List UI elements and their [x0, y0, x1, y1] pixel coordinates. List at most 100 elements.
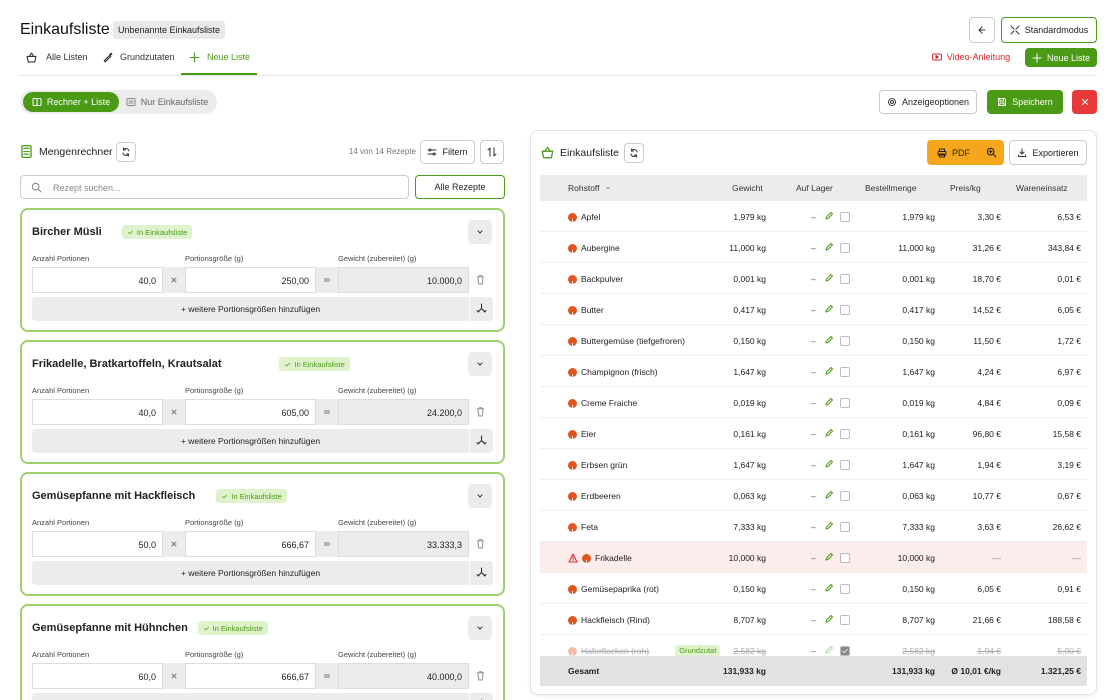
- stock-checkbox[interactable]: [840, 553, 850, 563]
- nav-tab[interactable]: Neue Liste: [207, 52, 251, 62]
- number-input[interactable]: 60,0: [32, 663, 163, 689]
- icon: [475, 491, 485, 501]
- stock-checkbox[interactable]: [840, 336, 850, 346]
- icon[interactable]: [824, 335, 834, 345]
- nav-tab[interactable]: Alle Listen: [46, 52, 88, 62]
- collapse-button[interactable]: [468, 616, 492, 640]
- number-input[interactable]: 50,0: [32, 531, 163, 557]
- icon-part: [825, 274, 833, 282]
- stock-checkbox[interactable]: [840, 460, 850, 470]
- icon[interactable]: [824, 428, 834, 438]
- icon[interactable]: [824, 583, 834, 593]
- stock-checkbox[interactable]: [840, 491, 850, 501]
- icon: [476, 567, 487, 578]
- stock: –: [811, 398, 816, 408]
- icon[interactable]: [824, 366, 834, 376]
- icon-part: [825, 212, 833, 220]
- icon[interactable]: [824, 645, 834, 655]
- icon[interactable]: [824, 211, 834, 221]
- delete-button[interactable]: [469, 531, 493, 557]
- add-portion-size-button[interactable]: + weitere Portionsgrößen hinzufügen: [32, 297, 469, 321]
- icon[interactable]: [824, 459, 834, 469]
- icon-part: [541, 150, 554, 159]
- back-button[interactable]: [969, 17, 995, 43]
- collapse-button[interactable]: [468, 484, 492, 508]
- price-per-kg: 1,94 €: [977, 646, 1001, 656]
- number-input[interactable]: 40,0: [32, 267, 163, 293]
- icon[interactable]: [824, 521, 834, 531]
- weight: 1,647 kg: [733, 460, 766, 470]
- stock-checkbox[interactable]: [840, 429, 850, 439]
- new-list-button[interactable]: Neue Liste: [1025, 48, 1097, 67]
- export-button[interactable]: Exportieren: [1009, 140, 1087, 165]
- stock-checkbox[interactable]: [840, 522, 850, 532]
- stock-checkbox[interactable]: [840, 646, 850, 656]
- refresh-button[interactable]: [116, 142, 136, 162]
- stock-checkbox[interactable]: [840, 584, 850, 594]
- split-button[interactable]: [469, 297, 493, 321]
- price-per-kg: 3,30 €: [977, 212, 1001, 222]
- stock-checkbox[interactable]: [840, 398, 850, 408]
- icon: [221, 493, 228, 500]
- add-portion-size-button[interactable]: + weitere Portionsgrößen hinzufügen: [32, 429, 469, 453]
- close-button[interactable]: [1072, 90, 1097, 114]
- icon: [475, 670, 486, 681]
- price-per-kg: 3,63 €: [977, 522, 1001, 532]
- icon: [127, 229, 134, 236]
- video-link[interactable]: Video-Anleitung: [928, 48, 1014, 66]
- icon[interactable]: [824, 304, 834, 314]
- ingredient-name: Feta: [581, 522, 599, 532]
- display-options-button[interactable]: Anzeigeoptionen: [879, 90, 977, 114]
- collapse-button[interactable]: [468, 220, 492, 244]
- stock-checkbox[interactable]: [840, 367, 850, 377]
- icon[interactable]: [824, 242, 834, 252]
- stock-checkbox[interactable]: [840, 615, 850, 625]
- view-toggle-option[interactable]: Nur Einkaufsliste: [121, 92, 213, 112]
- icon-part: [476, 435, 487, 445]
- icon[interactable]: [824, 490, 834, 500]
- filter-button[interactable]: Filtern: [420, 140, 475, 164]
- icon-part: [477, 626, 483, 630]
- split-button[interactable]: [469, 561, 493, 585]
- icon[interactable]: [824, 273, 834, 283]
- search-input[interactable]: Rezept suchen...: [20, 175, 409, 199]
- icon: [31, 182, 42, 193]
- icon-part: [825, 553, 833, 561]
- view-toggle-option[interactable]: Rechner + Liste: [23, 92, 119, 112]
- stock-checkbox[interactable]: [840, 274, 850, 284]
- add-portion-size-button[interactable]: + weitere Portionsgrößen hinzufügen: [32, 693, 469, 700]
- stock-checkbox[interactable]: [840, 305, 850, 315]
- stock-checkbox[interactable]: [840, 243, 850, 253]
- sort-button[interactable]: [480, 140, 504, 164]
- mode-button[interactable]: Standardmodus: [1001, 17, 1097, 43]
- save-button[interactable]: Speichern: [987, 90, 1063, 114]
- icon[interactable]: [824, 614, 834, 624]
- stock-checkbox[interactable]: [840, 212, 850, 222]
- delete-button[interactable]: [469, 663, 493, 689]
- icon-part: [825, 491, 833, 499]
- icon-part: [825, 646, 833, 654]
- collapse-button[interactable]: [468, 352, 492, 376]
- number-input[interactable]: 666,67: [185, 663, 316, 689]
- number-input[interactable]: 40,0: [32, 399, 163, 425]
- icon[interactable]: [824, 397, 834, 407]
- icon[interactable]: [824, 552, 834, 562]
- refresh-button[interactable]: [624, 143, 644, 163]
- add-portion-size-button[interactable]: + weitere Portionsgrößen hinzufügen: [32, 561, 469, 585]
- number-input[interactable]: 666,67: [185, 531, 316, 557]
- delete-button[interactable]: [469, 399, 493, 425]
- delete-button[interactable]: [469, 267, 493, 293]
- icon: [475, 227, 485, 237]
- input-value: 10.000,0: [426, 276, 462, 286]
- split-button[interactable]: [469, 429, 493, 453]
- all-recipes-button[interactable]: Alle Rezepte: [415, 175, 505, 199]
- number-input[interactable]: 250,00: [185, 267, 316, 293]
- weight: 7,333 kg: [733, 522, 766, 532]
- recipe-card: Gemüsepfanne mit Hühnchen In Einkaufslist…: [20, 604, 505, 700]
- number-input[interactable]: 605,00: [185, 399, 316, 425]
- badge-label: In Einkaufsliste: [294, 359, 345, 369]
- icon-part: [570, 249, 575, 256]
- split-button[interactable]: [469, 693, 493, 700]
- nav-tab[interactable]: Grundzutaten: [120, 52, 175, 62]
- price-per-kg: 11,50 €: [973, 336, 1001, 346]
